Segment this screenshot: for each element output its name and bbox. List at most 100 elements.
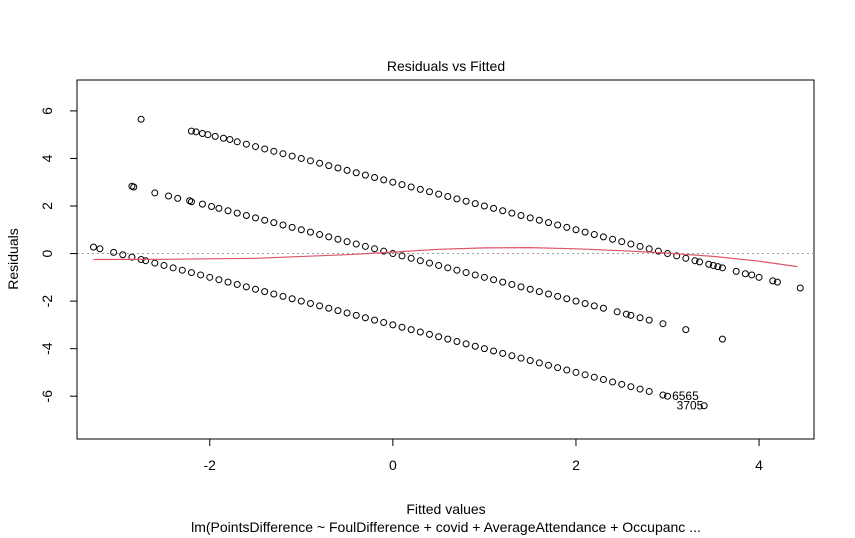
residual-point (89, 243, 97, 251)
residual-point (407, 183, 415, 191)
point-label: 6565 (672, 389, 699, 403)
residual-point (361, 171, 369, 179)
residual-point (316, 231, 324, 239)
residual-point (462, 197, 470, 205)
residual-point (499, 278, 507, 286)
x-tick-label: -2 (204, 457, 217, 473)
residual-point (197, 271, 205, 279)
residual-point (261, 288, 269, 296)
residual-point (480, 345, 488, 353)
residual-point (160, 261, 168, 269)
residual-point (554, 364, 562, 372)
x-axis: -2 0 2 4 (204, 438, 763, 473)
residual-point (696, 258, 704, 266)
residual-point (535, 216, 543, 224)
residual-point (187, 127, 195, 135)
residual-point (545, 290, 552, 298)
residual-point (645, 245, 653, 253)
residual-point (270, 147, 278, 155)
residual-point (343, 238, 351, 246)
residual-point (187, 269, 195, 277)
residual-point (110, 248, 118, 256)
residual-point (389, 178, 397, 186)
residual-point (659, 391, 667, 399)
residual-point (462, 340, 470, 348)
y-tick-label: -6 (39, 390, 55, 403)
y-tick-label: 6 (39, 107, 55, 115)
residual-point (664, 392, 672, 400)
residual-point (261, 145, 269, 153)
residual-point (636, 242, 644, 250)
residual-point (471, 271, 479, 279)
residual-point (325, 304, 333, 312)
residual-point (572, 368, 580, 376)
residual-point (151, 189, 159, 197)
residual-point (416, 328, 424, 336)
residual-point (609, 235, 617, 243)
residual-point (517, 354, 525, 362)
y-tick-label: 0 (39, 249, 55, 257)
residual-point (208, 202, 216, 210)
residual-point (425, 330, 433, 338)
residual-point (718, 335, 726, 343)
residual-point (398, 323, 406, 331)
residual-point (769, 277, 777, 285)
residual-point (545, 219, 552, 227)
residual-point (389, 250, 397, 258)
residual-point (796, 284, 804, 292)
residual-point (128, 253, 136, 261)
residual-point (435, 190, 443, 198)
residual-point (151, 259, 159, 267)
residual-point (425, 188, 433, 196)
residual-point (613, 308, 621, 316)
x-tick-label: 4 (755, 457, 763, 473)
residual-point (211, 132, 219, 140)
residual-point (444, 264, 452, 272)
residual-point (499, 207, 507, 215)
residual-point (130, 183, 138, 191)
residual-point (526, 285, 534, 293)
residual-point (380, 176, 388, 184)
residual-point (334, 164, 342, 172)
residual-point (226, 135, 234, 143)
residual-point (371, 173, 379, 181)
residual-point (224, 278, 232, 286)
residual-point (233, 280, 241, 288)
residual-point (252, 214, 260, 222)
residual-point (261, 216, 269, 224)
residual-point (508, 209, 516, 217)
residual-point (334, 235, 342, 243)
residual-point (325, 233, 333, 241)
y-axis-label: Residuals (5, 228, 21, 289)
chart-title: Residuals vs Fitted (387, 58, 505, 74)
residual-point (563, 223, 571, 231)
y-tick-label: 2 (39, 202, 55, 210)
residual-point (627, 383, 635, 391)
y-tick-label: 4 (39, 154, 55, 162)
residual-point (361, 314, 369, 322)
residual-point (453, 266, 461, 274)
residual-point (700, 402, 708, 410)
residual-point (590, 373, 598, 381)
residual-point (590, 302, 598, 310)
residual-point (407, 254, 415, 262)
residual-point (490, 276, 498, 284)
x-axis-label: Fitted values (406, 501, 485, 517)
residual-point (444, 193, 452, 200)
residual-point (599, 376, 607, 384)
residual-point (279, 221, 287, 229)
residual-point (352, 169, 360, 177)
residual-point (361, 242, 369, 250)
residual-point (316, 159, 324, 167)
residual-point (187, 198, 195, 206)
residual-point (252, 143, 260, 151)
x-tick-label: 2 (572, 457, 580, 473)
residual-point (563, 366, 571, 374)
residual-point (705, 260, 713, 268)
residual-point (215, 276, 223, 284)
residual-point (219, 134, 227, 142)
residual-point (325, 162, 333, 170)
residual-point (748, 271, 756, 279)
residual-point (198, 129, 206, 137)
residual-point (599, 304, 607, 312)
